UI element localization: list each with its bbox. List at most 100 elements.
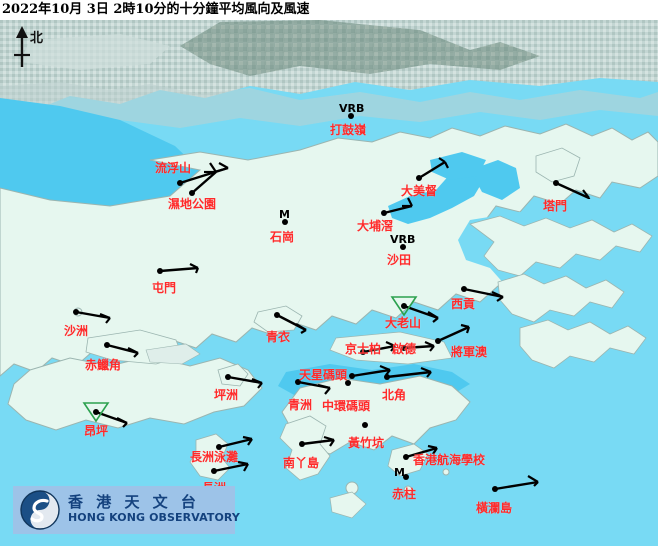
station-dot[interactable] [401,303,407,309]
station-dot[interactable] [177,180,183,186]
wind-barb-tick [194,267,200,274]
station-dot[interactable] [384,374,390,380]
station-label[interactable]: 京士柏 [345,342,382,356]
wind-barb-tick [237,460,249,466]
station-label[interactable]: 長洲泳灘 [190,450,239,464]
lamma-island [279,415,331,481]
tolo-harbour [388,166,486,224]
station-dot[interactable] [435,338,441,344]
station-dot[interactable] [400,244,406,250]
wind-barbs-layer [73,113,591,492]
wind-barb-tick [390,345,396,352]
station-label[interactable]: 濕地公園 [168,197,217,211]
mountain-station-triangle-icon [390,296,418,317]
missing-data-marker: M [279,208,290,221]
station-dot[interactable] [295,379,301,385]
station-label[interactable]: 流浮山 [155,161,192,175]
wind-barb-tick [438,157,446,163]
wind-barb-shaft [437,325,470,343]
hko-logo: 香 港 天 文 台 HONG KONG OBSERVATORY [13,486,240,534]
station-dot[interactable] [282,219,288,225]
wind-barb-tick [257,382,263,389]
hong-kong-wind-map: 北 打鼓嶺 VRB 流浮山 濕地公園 大美督 塔門 石崗 M 大埔滘 沙田 VRB 屯門 西貢 沙洲 大老山… [0,20,658,546]
sai-kung-land-south [497,273,625,323]
station-label[interactable]: 塔門 [543,199,568,213]
station-dot[interactable] [216,444,222,450]
north-arrow: 北 [6,25,62,73]
station-label[interactable]: 北角 [382,388,407,402]
wind-barb-tick [426,371,432,378]
station-dot[interactable] [211,468,217,474]
station-label[interactable]: 昂坪 [84,424,109,438]
station-label[interactable]: 大埔滘 [357,219,394,233]
wind-barb-tick [247,438,253,446]
wind-barb-tick [324,387,331,395]
station-label[interactable]: 香港航海學校 [413,453,486,467]
mainland-coast-band [0,82,658,130]
wind-barb-tick [189,263,199,269]
tsing-yi-island [253,305,303,333]
station-dot[interactable] [401,345,407,351]
wind-barb-tick [427,444,438,450]
station-label[interactable]: 青衣 [266,330,291,344]
station-label[interactable]: 屯門 [152,281,177,295]
wind-barb-tick [218,162,229,169]
wind-barb-tick [243,463,249,472]
station-dot[interactable] [348,113,354,119]
station-dot[interactable] [553,180,559,186]
station-label[interactable]: 赤鱲角 [85,358,122,372]
station-dot[interactable] [461,286,467,292]
station-label[interactable]: 將軍澳 [451,345,488,359]
wind-barb-tick [582,189,590,199]
station-dot[interactable] [93,409,99,415]
sai-kung-land [469,215,653,277]
station-dot[interactable] [225,374,231,380]
station-dot[interactable] [157,268,163,274]
wind-barb-shaft [301,438,335,446]
station-dot[interactable] [492,486,498,492]
station-dot[interactable] [104,342,110,348]
wind-barb-shaft [218,437,253,449]
wind-barb-tick [491,290,504,299]
station-label[interactable]: 中環碼頭 [322,399,371,413]
station-label[interactable]: 大美督 [401,184,438,198]
station-label[interactable]: 坪洲 [214,388,239,402]
station-label[interactable]: 赤柱 [392,487,417,501]
station-dot[interactable] [403,454,409,460]
station-dot[interactable] [189,190,195,196]
station-dot[interactable] [381,210,387,216]
station-dot[interactable] [274,312,280,318]
station-label[interactable]: 沙洲 [64,324,89,338]
station-label[interactable]: 大老山 [385,316,422,330]
station-dot[interactable] [416,175,422,181]
southern-islet-4 [442,468,450,476]
mainland-urban-west [20,34,170,70]
station-label[interactable]: 橫瀾島 [476,501,513,515]
station-dot[interactable] [349,373,355,379]
station-dot[interactable] [360,349,366,355]
station-label[interactable]: 石崗 [270,230,295,244]
map-geography [0,20,658,546]
page-title: 2022年10月 3日 2時10分的十分鐘平均風向及風速 [2,2,310,17]
station-label[interactable]: 青洲 [288,398,313,412]
station-dot[interactable] [299,441,305,447]
station-dot[interactable] [345,380,351,386]
wind-barb-tick [323,435,335,442]
wind-barb-shaft [106,343,139,355]
station-label[interactable]: 打鼓嶺 [330,123,367,137]
station-label[interactable]: 南丫島 [283,456,320,470]
wind-barb-shaft [191,171,217,194]
wind-barb-tick [379,364,391,372]
station-dot[interactable] [362,422,368,428]
logo-name-en: HONG KONG OBSERVATORY [68,511,240,524]
station-dot[interactable] [73,309,79,315]
wind-barb-tick [295,323,307,331]
station-label[interactable]: 啟德 [392,342,417,356]
station-label[interactable]: 沙田 [387,253,412,267]
wind-barb-shaft [463,287,504,299]
station-label[interactable]: 黃竹坑 [348,436,385,450]
station-label[interactable]: 天星碼頭 [299,368,348,382]
station-label[interactable]: 西貢 [451,297,476,311]
station-dot[interactable] [403,474,409,480]
